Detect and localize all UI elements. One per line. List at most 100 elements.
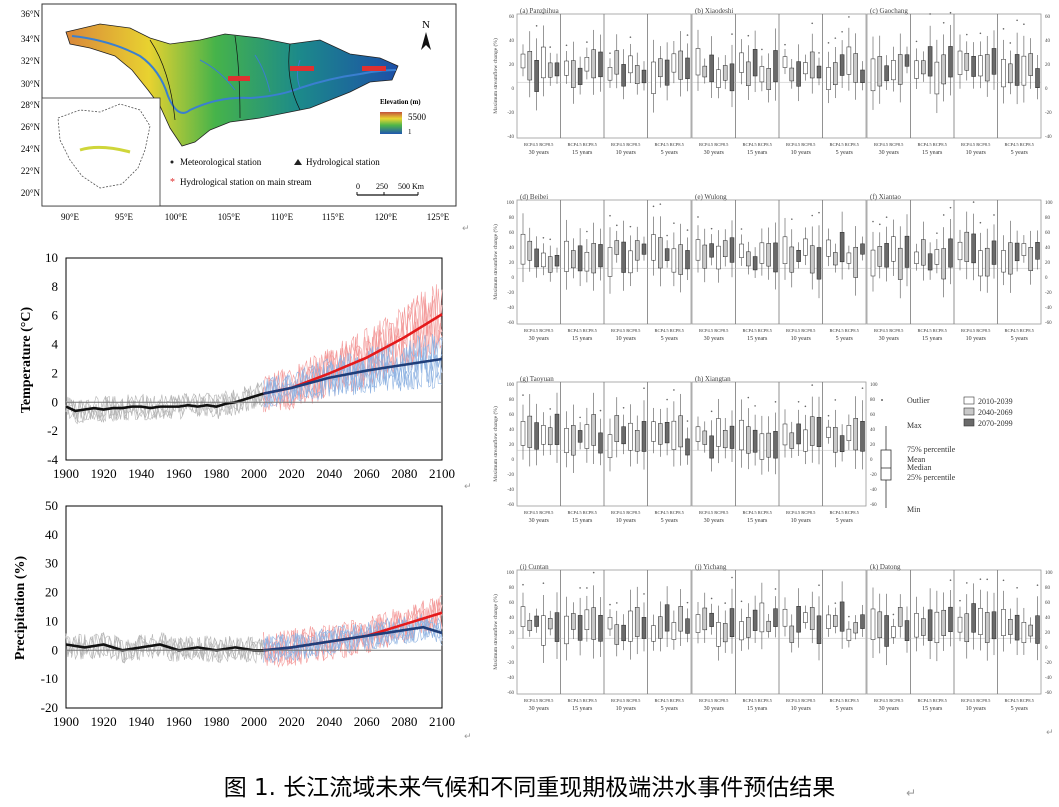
y-tick-label: -60 [1045,691,1052,696]
y-tick-label: -20 [1045,111,1052,116]
outlier [565,44,568,47]
y-tick-label: 0 [1045,276,1048,281]
y-tick-label: -40 [870,488,877,493]
rcp-label: RCP4.5 RCP8.5 [524,142,554,147]
box [577,615,583,641]
svg-text:105°E: 105°E [218,212,241,222]
figure-caption: 图 1. 长江流域未来气候和不同重现期极端洪水事件预估结果 [223,775,836,801]
box [678,606,683,632]
rcp-label: RCP4.5 RCP8.5 [743,510,773,515]
outlier [686,34,689,36]
outlier [542,582,545,584]
box [598,432,603,454]
rcp-label: RCP4.5 RCP8.5 [961,328,991,333]
box [877,611,883,639]
return-period-label: 5 years [836,336,854,342]
box [853,246,858,278]
outlier [993,214,995,216]
box [685,250,690,270]
box [839,54,845,76]
box [803,62,808,75]
box [816,615,822,644]
box [598,51,603,78]
rcp-label: RCP4.5 RCP8.5 [699,328,729,333]
box [752,609,758,631]
outlier [609,52,611,54]
box [984,54,990,82]
y-tick-label: 20 [1045,631,1051,636]
outlier [549,408,551,410]
box [584,609,590,631]
temperature-chart: 10 8 6 4 2 0 -2 -4 1900 1920 1940 1960 1980 2000 2020… [0,248,470,488]
x-tick-label: 1900 [53,466,79,481]
svg-text:110°E: 110°E [271,212,294,222]
return-period-label: 5 years [836,706,854,712]
y-tick-label: 100 [507,383,515,388]
return-period-label: 10 years [616,518,637,524]
svg-text:34°N: 34°N [21,34,41,44]
outlier [652,205,655,208]
box [773,431,778,459]
box [877,246,883,267]
outlier [686,420,689,422]
rcp-label: RCP4.5 RCP8.5 [961,698,991,703]
y-tick-label: -20 [870,473,877,478]
return-period-label: 30 years [704,706,725,712]
rcp45-series [263,625,443,652]
station-panel: (i) Cuntan RCP4.5 RCP8.5 30 years RCP4.5 RC… [492,563,692,712]
box [782,236,788,264]
return-period-label: 10 years [616,706,637,712]
y-axis-label: Maximum streamflow change (%) [492,224,499,300]
y-tick-label: 40 [509,246,515,251]
box [584,424,590,449]
box [766,432,771,458]
x-tick-label: 2100 [429,714,455,729]
box [991,48,997,75]
svg-text:115°E: 115°E [322,212,345,222]
box [927,46,933,77]
box [948,46,953,78]
box [897,607,903,627]
box [1001,250,1006,273]
y-tick-label: 60 [1045,15,1051,20]
box [860,69,865,83]
box [891,626,896,638]
outlier [747,396,750,399]
box [541,615,546,646]
box [766,243,771,267]
y-tick-label: -60 [507,321,514,326]
box [554,413,560,445]
rcp-label: RCP4.5 RCP8.5 [699,510,729,515]
box [809,607,815,630]
legend-p25: 25% percentile [907,473,956,482]
rcp-label: RCP4.5 RCP8.5 [1005,698,1035,703]
outlier [818,584,820,586]
box [695,426,701,442]
outlier [710,410,713,413]
box [1028,53,1033,76]
met-station-icon [170,160,174,164]
station-panel: (h) Xiangtan RCP4.5 RCP8.5 30 years RCP4.5 … [691,375,878,524]
box [541,46,546,79]
y-axis-label: Maximum streamflow change (%) [492,38,499,114]
svg-text:20°N: 20°N [21,188,41,198]
y-tick-label: 80 [509,398,515,403]
box [846,425,852,441]
box [709,435,714,459]
china-outline [57,103,151,189]
outlier [818,52,820,54]
box [621,426,626,445]
box [577,430,583,443]
box [984,247,990,277]
x-tick-label: 2000 [241,466,267,481]
box [1014,54,1020,86]
rcp-label: RCP4.5 RCP8.5 [743,328,773,333]
box [1035,242,1040,260]
box [826,614,831,629]
y-tick-label: 0 [512,646,515,651]
box [577,245,583,272]
rcp-label: RCP4.5 RCP8.5 [961,142,991,147]
box [634,607,640,637]
box [759,242,765,264]
rcp-label: RCP4.5 RCP8.5 [918,142,948,147]
